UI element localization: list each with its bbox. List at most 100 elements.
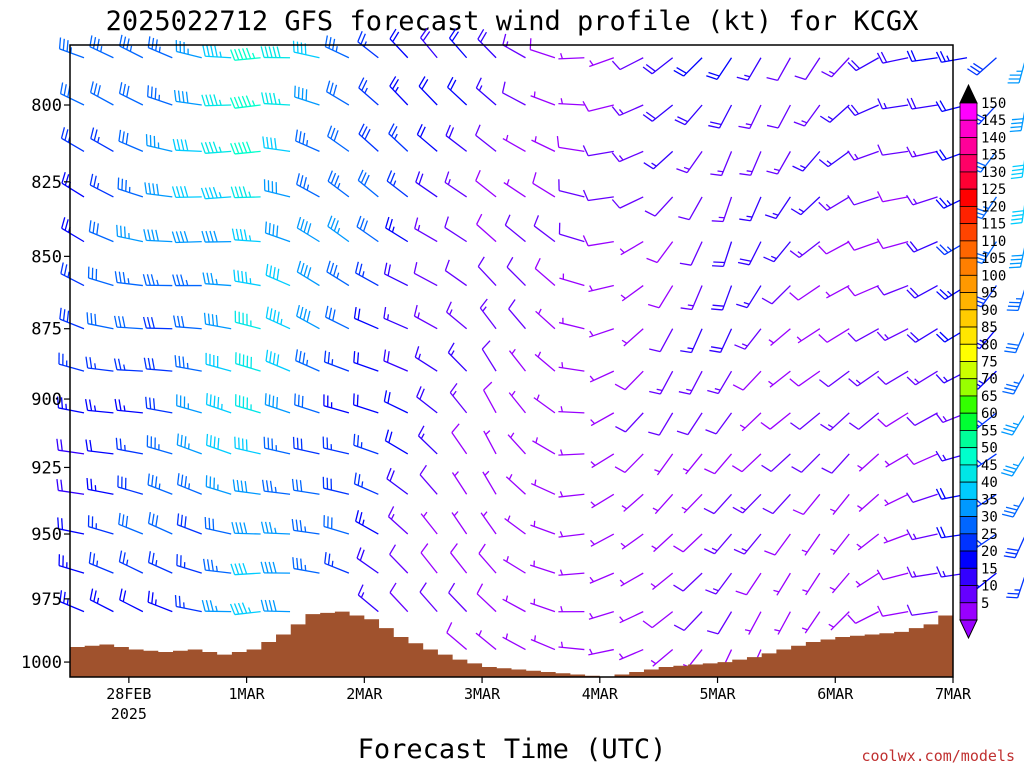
wind-barb bbox=[558, 606, 585, 613]
wind-barb bbox=[857, 493, 880, 512]
colorbar-label: 140 bbox=[981, 130, 1006, 146]
colorbar-label: 150 bbox=[981, 96, 1006, 112]
wind-barb bbox=[353, 433, 379, 455]
wind-barb bbox=[230, 186, 261, 199]
terrain-fill bbox=[70, 606, 953, 677]
wind-barb bbox=[791, 453, 821, 473]
wind-barb bbox=[711, 285, 733, 311]
wind-barb bbox=[820, 412, 850, 431]
wind-barb bbox=[358, 123, 379, 152]
wind-barb bbox=[739, 412, 762, 432]
wind-barb bbox=[611, 196, 644, 209]
wind-barb bbox=[475, 169, 497, 198]
wind-barb bbox=[676, 412, 703, 436]
wind-barb bbox=[171, 186, 202, 199]
wind-barb bbox=[818, 150, 850, 168]
wind-barb bbox=[774, 611, 791, 635]
wind-barb bbox=[502, 134, 526, 152]
wind-barb bbox=[533, 394, 556, 414]
wind-barb bbox=[1010, 159, 1024, 180]
wind-barb bbox=[582, 235, 614, 247]
wind-barb bbox=[906, 50, 938, 63]
wind-barb bbox=[906, 284, 938, 299]
wind-barb bbox=[60, 127, 85, 152]
wind-barb bbox=[906, 370, 938, 386]
colorbar-label: 135 bbox=[981, 148, 1006, 164]
colorbar-cell bbox=[959, 188, 978, 207]
wind-barb bbox=[419, 464, 438, 495]
wind-barb bbox=[558, 317, 585, 330]
x-tick-label: 1MAR bbox=[229, 685, 266, 703]
colorbar-label: 110 bbox=[981, 234, 1006, 250]
wind-barb bbox=[292, 40, 320, 59]
wind-barb bbox=[906, 492, 938, 503]
x-tick-label: 28FEB bbox=[106, 685, 151, 703]
wind-barb bbox=[327, 170, 350, 198]
wind-barb bbox=[323, 515, 350, 535]
colorbar-cell bbox=[959, 447, 978, 466]
wind-barb bbox=[143, 357, 173, 372]
wind-barb bbox=[172, 274, 202, 287]
wind-barb bbox=[386, 467, 409, 495]
wind-barb bbox=[535, 308, 556, 330]
wind-barb bbox=[357, 584, 379, 613]
wind-barb bbox=[88, 551, 114, 574]
wind-barb bbox=[674, 104, 703, 126]
wind-barb bbox=[176, 473, 202, 495]
wind-barb bbox=[679, 241, 703, 266]
colorbar-label: 30 bbox=[981, 510, 998, 526]
wind-barb bbox=[418, 76, 438, 106]
wind-barb bbox=[504, 515, 526, 535]
wind-barb bbox=[1007, 62, 1024, 84]
wind-barb bbox=[534, 257, 556, 287]
wind-barb bbox=[884, 453, 909, 468]
wind-barb bbox=[85, 356, 114, 372]
colorbar-label: 85 bbox=[981, 320, 998, 336]
wind-barb bbox=[678, 196, 703, 221]
wind-barb bbox=[733, 533, 762, 555]
wind-barb bbox=[704, 453, 733, 475]
wind-barb bbox=[296, 260, 320, 287]
wind-barb bbox=[590, 493, 615, 509]
wind-barb bbox=[507, 432, 526, 455]
wind-barb bbox=[508, 390, 527, 414]
wind-barb bbox=[828, 611, 850, 631]
wind-barb bbox=[649, 328, 674, 353]
wind-barb bbox=[731, 453, 762, 473]
wind-barb bbox=[680, 285, 703, 311]
colorbar-cell bbox=[959, 326, 978, 345]
wind-barb bbox=[353, 306, 379, 330]
wind-barb bbox=[205, 393, 232, 414]
wind-barb bbox=[906, 97, 938, 110]
wind-barb bbox=[558, 531, 585, 538]
wind-barb bbox=[621, 493, 644, 512]
wind-barb bbox=[1006, 289, 1024, 312]
wind-barb bbox=[768, 328, 791, 347]
wind-barb bbox=[906, 146, 938, 158]
wind-barb bbox=[263, 436, 291, 455]
wind-barb bbox=[295, 349, 320, 372]
wind-barb bbox=[703, 493, 733, 515]
wind-barb bbox=[355, 510, 379, 535]
wind-barb bbox=[1009, 247, 1024, 269]
wind-barb bbox=[642, 57, 674, 75]
x-tick-label: 3MAR bbox=[464, 685, 501, 703]
wind-barb bbox=[704, 533, 733, 555]
wind-barb bbox=[294, 393, 320, 414]
wind-barb bbox=[324, 305, 350, 330]
wind-barb bbox=[648, 412, 674, 436]
wind-barb bbox=[766, 104, 791, 129]
wind-barb bbox=[618, 648, 644, 661]
wind-barb bbox=[766, 57, 791, 82]
wind-barb bbox=[480, 511, 497, 535]
wind-barb bbox=[906, 566, 938, 578]
wind-barb bbox=[201, 599, 232, 613]
credit-text[interactable]: coolwx.com/models bbox=[861, 747, 1015, 765]
wind-barb bbox=[200, 186, 232, 200]
wind-barb bbox=[264, 221, 291, 243]
colorbar-cell bbox=[959, 567, 978, 586]
wind-barb bbox=[416, 123, 438, 152]
wind-barb bbox=[508, 299, 526, 330]
x-tick-label: 2MAR bbox=[346, 685, 383, 703]
wind-barb bbox=[502, 595, 526, 613]
